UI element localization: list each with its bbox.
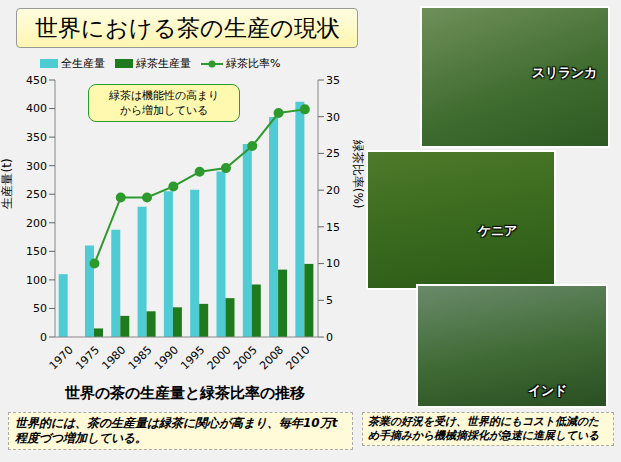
svg-text:緑茶比率(%): 緑茶比率(%) — [351, 139, 365, 209]
svg-text:300: 300 — [26, 160, 47, 173]
svg-text:20: 20 — [326, 184, 340, 197]
svg-text:200: 200 — [26, 217, 47, 230]
html-text:世界の茶の生産量と緑茶比率の推移: 世界の茶の生産量と緑茶比率の推移 — [65, 384, 305, 402]
svg-text:450: 450 — [26, 74, 47, 87]
svg-text:150: 150 — [26, 245, 47, 258]
svg-text:15: 15 — [326, 221, 340, 234]
svg-text:25: 25 — [326, 147, 340, 160]
svg-text:5: 5 — [326, 294, 333, 307]
html-text:インド: インド — [528, 383, 567, 398]
html-text:緑茶生産量: 緑茶生産量 — [136, 57, 191, 70]
html-text:世界における茶の生産の現状: 世界における茶の生産の現状 — [34, 15, 340, 41]
svg-text:35: 35 — [326, 74, 340, 87]
svg-text:400: 400 — [26, 102, 47, 115]
svg-text:1990: 1990 — [152, 343, 181, 372]
svg-text:生産量(t): 生産量(t) — [0, 158, 14, 208]
svg-text:350: 350 — [26, 131, 47, 144]
svg-text:250: 250 — [26, 188, 47, 201]
svg-text:0: 0 — [40, 331, 47, 344]
svg-text:30: 30 — [326, 111, 340, 124]
svg-text:100: 100 — [26, 274, 47, 287]
svg-text:2008: 2008 — [257, 343, 286, 372]
html-text:緑茶比率%: 緑茶比率% — [226, 57, 281, 70]
svg-text:1985: 1985 — [126, 343, 155, 372]
html-text:ケニア: ケニア — [478, 223, 517, 238]
svg-text:2000: 2000 — [205, 343, 234, 372]
svg-text:50: 50 — [33, 302, 47, 315]
svg-text:1980: 1980 — [99, 343, 128, 372]
html-text:緑茶は機能性の高まり: 緑茶は機能性の高まり — [109, 89, 219, 102]
svg-text:1970: 1970 — [47, 343, 76, 372]
svg-text:2010: 2010 — [284, 343, 313, 372]
html-text:から増加している: から増加している — [120, 104, 208, 117]
html-text:スリランカ: スリランカ — [532, 65, 597, 80]
svg-text:10: 10 — [326, 257, 340, 270]
html-text:全生産量: 全生産量 — [61, 57, 105, 70]
html-text:茶業の好況を受け、世界的にもコスト低減のため手摘みから機械摘: 茶業の好況を受け、世界的にもコスト低減のため手摘みから機械摘採化が急速に進展して… — [368, 415, 599, 442]
svg-text:2005: 2005 — [231, 343, 260, 372]
svg-text:0: 0 — [326, 331, 333, 344]
svg-text:1995: 1995 — [178, 343, 207, 372]
svg-text:1975: 1975 — [73, 343, 102, 372]
html-text:世界的には、茶の生産量は緑茶に関心が高まり、毎年10万t程度: 世界的には、茶の生産量は緑茶に関心が高まり、毎年10万t程度づつ増加している。 — [15, 416, 338, 445]
